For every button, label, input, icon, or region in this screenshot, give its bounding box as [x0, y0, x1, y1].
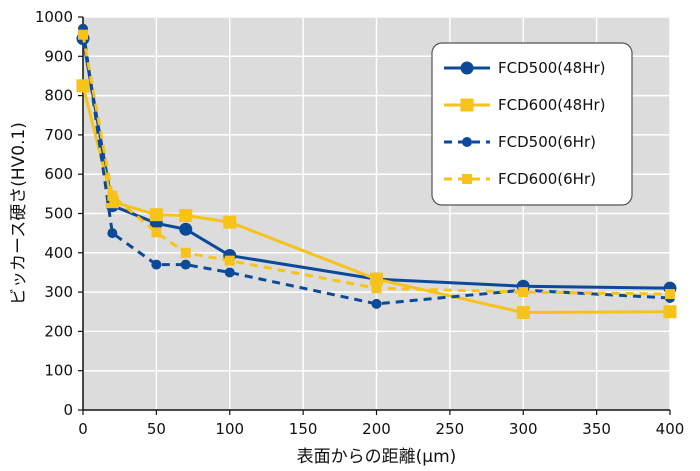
x-tick-label: 350 — [582, 420, 611, 438]
x-tick-label: 200 — [362, 420, 391, 438]
y-tick-label: 200 — [44, 322, 73, 340]
data-point — [179, 208, 193, 222]
data-point — [462, 137, 472, 147]
x-tick-label: 300 — [509, 420, 538, 438]
y-tick-label: 800 — [44, 87, 73, 105]
data-point — [462, 174, 472, 184]
data-point — [151, 259, 162, 270]
y-tick-label: 900 — [44, 47, 73, 65]
series-line — [81, 85, 671, 315]
data-point — [149, 208, 163, 222]
data-point — [371, 283, 382, 294]
data-point — [460, 61, 474, 75]
series-FCD600(6Hr) — [78, 29, 675, 300]
data-point — [460, 98, 474, 112]
x-tick-label: 150 — [289, 420, 318, 438]
legend: FCD500(48Hr) FCD600(48Hr) FCD500(6Hr) FCD60… — [431, 42, 633, 206]
y-axis-title: ビッカース硬さ(HV0.1) — [9, 122, 29, 305]
y-tick-label: 1000 — [35, 8, 73, 26]
data-point — [76, 79, 90, 93]
data-point — [518, 287, 529, 298]
legend-label: FCD600(48Hr) — [498, 96, 606, 114]
y-tick-label: 100 — [44, 362, 73, 380]
x-tick-label: 100 — [215, 420, 244, 438]
data-point — [370, 272, 383, 286]
data-point — [224, 255, 235, 266]
data-point — [107, 228, 118, 239]
x-tick-label: 250 — [436, 420, 465, 438]
y-tick-label: 600 — [44, 165, 73, 183]
data-point — [78, 29, 88, 40]
data-point — [107, 190, 118, 201]
legend-label: FCD600(6Hr) — [498, 170, 596, 188]
x-tick-labels: 0 50 100 150 200 250 300 350 400 — [78, 420, 684, 438]
data-point — [151, 227, 162, 238]
y-tick-label: 0 — [63, 401, 73, 419]
y-tick-labels: 0 100 200 300 400 500 600 700 800 900 1000 — [35, 8, 73, 419]
y-tick-label: 700 — [44, 126, 73, 144]
data-point — [371, 298, 382, 309]
legend-box — [431, 42, 633, 206]
legend-label: FCD500(6Hr) — [498, 133, 596, 151]
y-tick-label: 300 — [44, 283, 73, 301]
data-point — [516, 306, 530, 320]
x-tick-label: 50 — [147, 420, 166, 438]
data-point — [663, 305, 677, 319]
data-point — [180, 247, 191, 258]
series-group — [76, 23, 677, 320]
x-tick-label: 400 — [656, 420, 685, 438]
x-tick-label: 0 — [78, 420, 88, 438]
series-line — [81, 28, 671, 306]
series-FCD600(48Hr) — [76, 79, 677, 320]
data-point — [665, 289, 675, 300]
legend-label: FCD500(48Hr) — [498, 59, 606, 77]
series-line — [81, 34, 671, 296]
series-line — [81, 38, 671, 290]
y-tick-label: 400 — [44, 244, 73, 262]
data-point — [223, 215, 237, 229]
data-point — [180, 259, 191, 270]
data-point — [224, 267, 235, 278]
data-point — [179, 222, 193, 236]
y-tick-label: 500 — [44, 205, 73, 223]
x-axis-title: 表面からの距離(μm) — [297, 447, 457, 467]
